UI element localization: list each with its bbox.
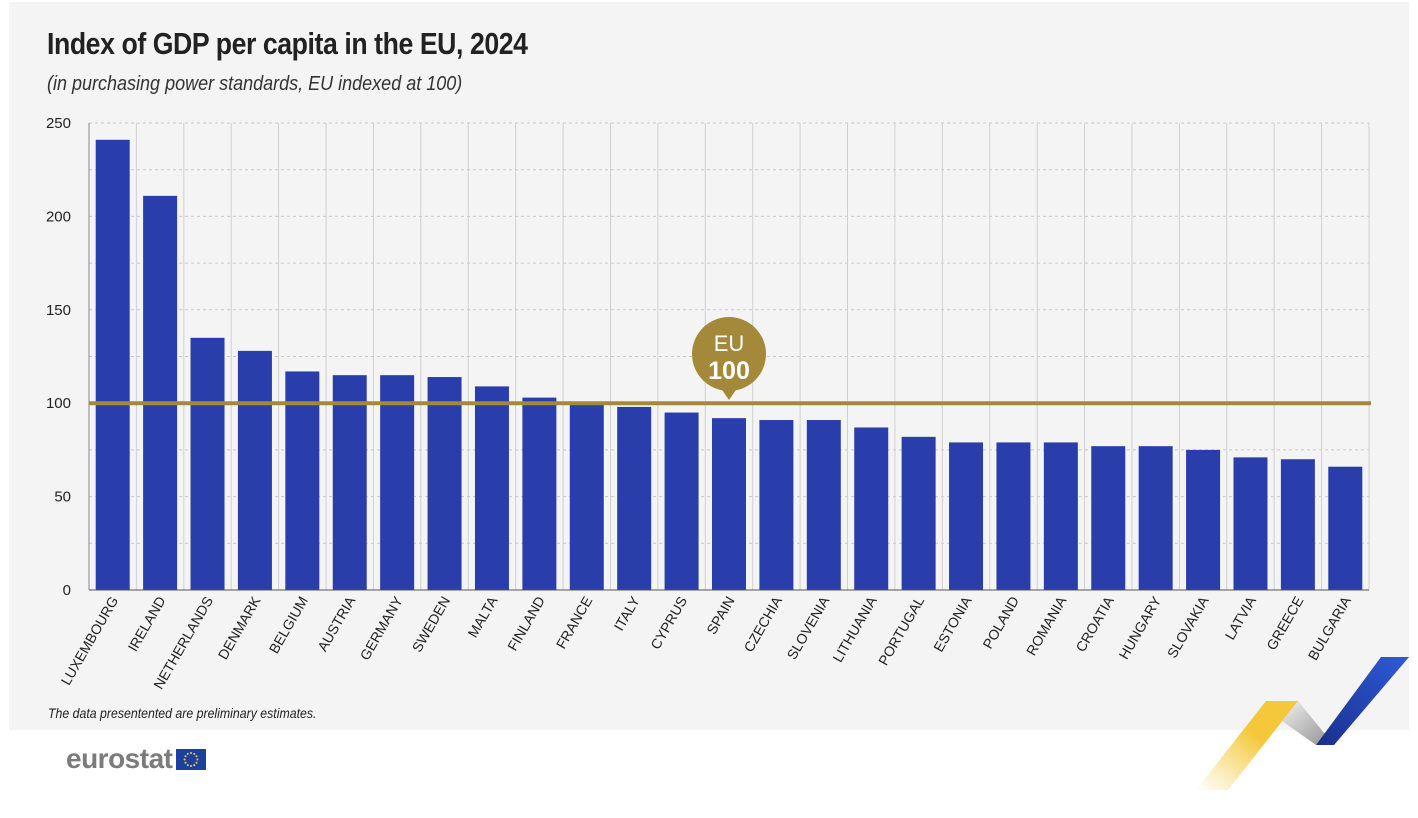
- x-tick-label: FRANCE: [553, 594, 596, 652]
- bar: [854, 427, 889, 590]
- eurostat-logo: eurostat: [66, 743, 207, 775]
- x-tick-label: FINLAND: [504, 594, 548, 654]
- decorative-stripes: [1196, 657, 1409, 790]
- grid: [88, 122, 1370, 590]
- x-tick-label: BULGARIA: [1305, 593, 1355, 663]
- x-tick-label: CROATIA: [1072, 593, 1117, 655]
- yellow-stripe: [1196, 701, 1298, 790]
- bar: [474, 386, 509, 590]
- bar: [190, 337, 225, 590]
- bar: [95, 139, 130, 590]
- x-tick-label: BELGIUM: [266, 594, 311, 657]
- x-tick-label: MALTA: [464, 593, 500, 640]
- x-tick-label: SLOVENIA: [784, 593, 833, 662]
- bar: [949, 442, 984, 590]
- x-tick-label: IRELAND: [125, 594, 169, 655]
- blue-stripe: [1316, 657, 1409, 745]
- x-tick-label: GREECE: [1263, 594, 1306, 653]
- x-tick-label: ITALY: [611, 593, 644, 633]
- x-tick-label: SPAIN: [703, 594, 737, 637]
- bar: [569, 403, 604, 590]
- bar: [1091, 446, 1126, 590]
- x-tick-label: POLAND: [979, 594, 1022, 652]
- bar: [285, 371, 320, 590]
- bar: [759, 420, 794, 590]
- bar: [522, 397, 557, 590]
- bar: [901, 436, 936, 590]
- x-tick-label: LATVIA: [1222, 593, 1260, 642]
- bar: [1280, 459, 1315, 590]
- bar: [664, 412, 699, 590]
- bar: [1138, 446, 1173, 590]
- x-tick-label: HUNGARY: [1116, 593, 1165, 662]
- bar: [617, 406, 652, 590]
- x-tick-label: LITHUANIA: [829, 593, 880, 665]
- x-tick-label: PORTUGAL: [875, 593, 927, 668]
- y-tick-label: 200: [46, 208, 71, 225]
- x-tick-label: CZECHIA: [740, 593, 785, 655]
- bar: [1043, 442, 1078, 590]
- x-tick-label: GERMANY: [356, 593, 406, 663]
- bars: [95, 139, 1363, 591]
- x-tick-label: DENMARK: [215, 593, 264, 662]
- y-axis: 0 50 100 150 200 250: [46, 115, 90, 599]
- logo-text: eurostat: [66, 743, 173, 774]
- eu-badge: [692, 317, 766, 391]
- x-tick-label: SWEDEN: [409, 594, 454, 655]
- bar: [1328, 466, 1363, 590]
- bar: [712, 418, 746, 590]
- bar: [1233, 457, 1268, 590]
- bar: [143, 195, 178, 591]
- y-tick-label: 250: [46, 115, 71, 132]
- chart-subtitle: (in purchasing power standards, EU index…: [47, 73, 463, 95]
- grey-stripe: [1282, 701, 1334, 745]
- bar: [806, 420, 841, 590]
- bar: [427, 377, 462, 590]
- eu-flag-icon: [176, 748, 207, 770]
- y-tick-label: 50: [54, 489, 71, 506]
- x-tick-label: ESTONIA: [930, 593, 975, 655]
- bar: [237, 350, 272, 590]
- eu-badge-value: 100: [708, 357, 750, 385]
- chart-title: Index of GDP per capita in the EU, 2024: [47, 26, 528, 61]
- eu-badge-label: EU: [714, 331, 745, 356]
- bar: [332, 375, 367, 590]
- bar: [996, 442, 1031, 590]
- x-tick-label: CYPRUS: [647, 594, 690, 653]
- footnote: The data presentented are preliminary es…: [48, 705, 317, 721]
- bar: [380, 375, 415, 590]
- x-tick-label: SLOVAKIA: [1164, 593, 1212, 661]
- x-tick-label: AUSTRIA: [314, 593, 359, 654]
- x-tick-label: LUXEMBOURG: [58, 594, 122, 688]
- y-tick-label: 0: [63, 582, 71, 599]
- y-tick-label: 100: [46, 395, 71, 412]
- bar: [1186, 449, 1221, 590]
- y-tick-label: 150: [46, 302, 71, 319]
- x-tick-label: ROMANIA: [1023, 593, 1070, 658]
